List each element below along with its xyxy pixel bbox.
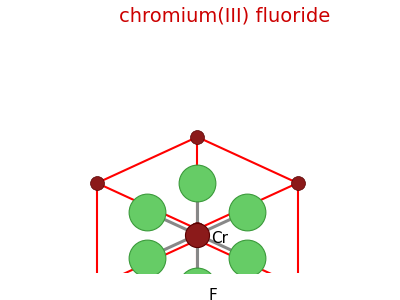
- Point: [194, 284, 200, 289]
- Point: [94, 284, 100, 289]
- Point: [194, 227, 200, 232]
- Text: Cr: Cr: [211, 231, 228, 246]
- Point: [144, 209, 150, 214]
- Point: [244, 209, 251, 214]
- Text: chromium(III) fluoride: chromium(III) fluoride: [119, 7, 330, 26]
- Point: [194, 181, 200, 185]
- Point: [94, 181, 100, 185]
- Text: F: F: [208, 288, 217, 300]
- Point: [194, 232, 200, 237]
- Point: [144, 255, 150, 260]
- Point: [294, 284, 301, 289]
- Point: [244, 255, 251, 260]
- Point: [194, 134, 200, 139]
- Point: [194, 238, 200, 242]
- Point: [294, 181, 301, 185]
